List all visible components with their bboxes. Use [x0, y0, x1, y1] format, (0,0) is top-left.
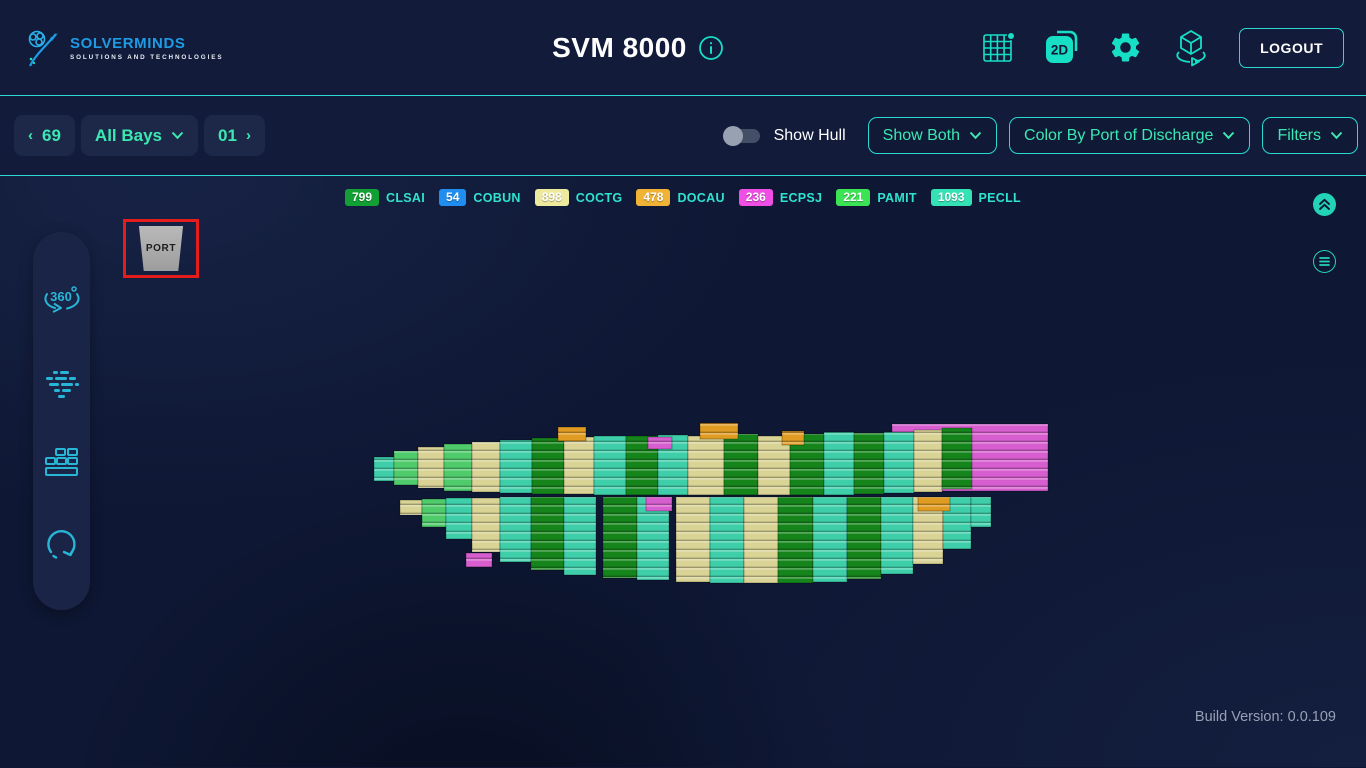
slice-view-button[interactable] — [42, 369, 82, 399]
2d-view-icon: 2D — [1046, 30, 1078, 63]
legend-count-badge: 236 — [738, 189, 773, 206]
ship-3d-view[interactable] — [372, 415, 1054, 601]
port-legend: 799 CLSAI 54 COBUN 898 COCTG 478 DOCAU 236 ECPSJ 2… — [345, 189, 1021, 206]
filters-dropdown[interactable]: Filters — [1262, 117, 1358, 154]
3d-viewport: 799 CLSAI 54 COBUN 898 COCTG 478 DOCAU 236 ECPSJ 2… — [0, 176, 1366, 767]
legend-item[interactable]: 898 COCTG — [534, 189, 623, 206]
port-side-highlight: PORT — [123, 219, 199, 278]
3d-cube-icon — [1176, 29, 1206, 66]
brand-brain-icon — [28, 30, 58, 67]
2d-view-button[interactable]: 2D — [1043, 29, 1081, 66]
legend-port-label: CLSAI — [386, 190, 426, 205]
legend-count-badge: 898 — [534, 189, 569, 206]
show-hull-label: Show Hull — [773, 126, 846, 144]
prev-bay-button[interactable]: ‹ 69 — [14, 115, 75, 156]
brand-tagline: SOLUTIONS AND TECHNOLOGIES — [70, 53, 224, 61]
info-icon[interactable] — [698, 35, 724, 61]
rotate-360-button[interactable]: 360 — [41, 280, 83, 320]
chevron-down-icon — [171, 131, 184, 140]
chevron-down-icon — [1330, 131, 1343, 140]
grid-icon — [983, 31, 1016, 62]
gear-icon — [1111, 33, 1140, 62]
port-marker-label: PORT — [145, 243, 177, 254]
svg-text:360: 360 — [50, 289, 72, 304]
show-hull-toggle[interactable] — [722, 125, 760, 146]
bay-navigation: ‹ 69 All Bays 01 › — [14, 115, 265, 156]
chevron-right-icon: › — [245, 127, 251, 144]
next-bay-button[interactable]: 01 › — [204, 115, 265, 156]
legend-count-badge: 1093 — [930, 189, 972, 206]
layers-menu-button[interactable] — [1313, 250, 1336, 273]
view-tools-sidebar: 360 — [33, 232, 90, 610]
page-title: SVM 8000 — [552, 31, 687, 63]
legend-port-label: PECLL — [978, 190, 1021, 205]
bay-stack-icon — [44, 448, 78, 477]
legend-port-label: COBUN — [473, 190, 521, 205]
legend-port-label: DOCAU — [677, 190, 725, 205]
reset-rotation-button[interactable] — [43, 526, 81, 562]
color-by-dropdown[interactable]: Color By Port of Discharge — [1009, 117, 1251, 154]
all-bays-dropdown[interactable]: All Bays — [80, 115, 199, 156]
legend-item[interactable]: 1093 PECLL — [930, 189, 1021, 206]
ship-canvas — [373, 422, 1049, 584]
3d-view-button[interactable] — [1170, 28, 1212, 68]
brand-logo: SOLVERMINDS SOLUTIONS AND TECHNOLOGIES — [22, 26, 282, 70]
grid-view-button[interactable] — [981, 30, 1016, 65]
logout-button[interactable]: LOGOUT — [1239, 27, 1344, 68]
legend-item[interactable]: 236 ECPSJ — [738, 189, 823, 206]
chevron-left-icon: ‹ — [28, 127, 33, 144]
chevron-down-icon — [1223, 131, 1235, 140]
list-icon — [1319, 257, 1330, 266]
double-chevron-up-icon — [1319, 198, 1330, 210]
bay-view-button[interactable] — [44, 447, 80, 477]
legend-count-badge: 799 — [345, 189, 380, 206]
app-header: SOLVERMINDS SOLUTIONS AND TECHNOLOGIES S… — [0, 0, 1366, 96]
legend-item[interactable]: 799 CLSAI — [345, 189, 425, 206]
port-side-marker[interactable]: PORT — [138, 226, 184, 271]
legend-count-badge: 478 — [636, 189, 671, 206]
legend-item[interactable]: 221 PAMIT — [836, 189, 917, 206]
legend-port-label: ECPSJ — [779, 190, 823, 205]
view-mode-dropdown[interactable]: Show Both — [867, 117, 998, 154]
svg-text:2D: 2D — [1051, 43, 1069, 58]
toggle-knob — [722, 125, 743, 146]
legend-item[interactable]: 54 COBUN — [439, 189, 521, 206]
chevron-down-icon — [969, 131, 982, 140]
rotate-360-icon: 360 — [43, 286, 80, 314]
collapse-legend-button[interactable] — [1313, 193, 1336, 216]
legend-item[interactable]: 478 DOCAU — [636, 189, 724, 206]
legend-count-badge: 54 — [439, 189, 467, 206]
rotate-reset-icon — [46, 529, 76, 559]
build-version: Build Version: 0.0.109 — [1194, 709, 1336, 725]
settings-button[interactable] — [1108, 30, 1143, 65]
legend-port-label: COCTG — [575, 190, 623, 205]
slice-dots-icon — [45, 370, 79, 398]
brand-name: SOLVERMINDS — [70, 34, 186, 52]
toolbar: ‹ 69 All Bays 01 › Show Hull Show Both C… — [0, 96, 1366, 176]
legend-count-badge: 221 — [836, 189, 871, 206]
legend-port-label: PAMIT — [877, 190, 917, 205]
